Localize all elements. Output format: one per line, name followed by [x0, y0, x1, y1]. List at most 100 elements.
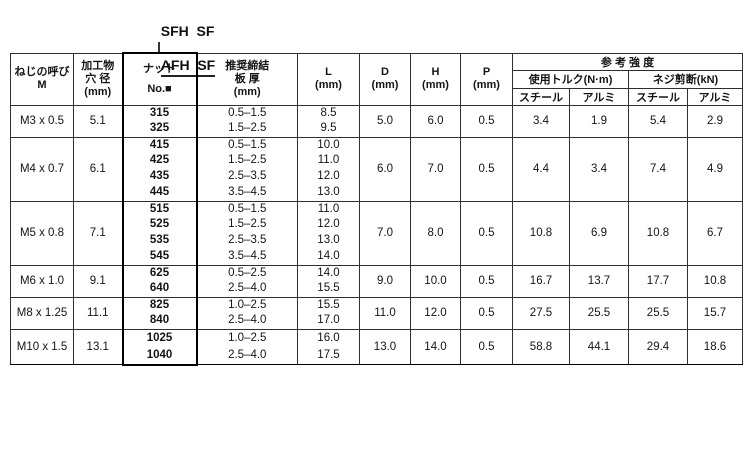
p-cell: 0.5	[460, 200, 513, 266]
hole-diameter-cell: 9.1	[73, 264, 123, 298]
plate-thickness-range: 1.0–2.5	[228, 331, 267, 344]
col-header-torque-steel: スチール	[512, 87, 570, 106]
nut-no: 825	[149, 298, 170, 311]
col-header-thread: ねじの呼び M	[10, 52, 74, 106]
table-row-m5: M5 x 0.8 7.1 515 525 535 545 0.5–1.5 1.5…	[10, 200, 743, 266]
plate-thickness-range: 2.5–3.5	[228, 234, 267, 246]
col-header-H-line2: (mm)	[422, 79, 449, 91]
length-cell: 15.5 17.0	[297, 296, 360, 330]
plate-thickness-range: 1.5–2.5	[228, 122, 267, 134]
plate-thickness-range: 2.5–4.0	[228, 282, 267, 294]
length-cell: 10.0 11.0 12.0 13.0	[297, 136, 360, 202]
col-header-H: H (mm)	[410, 52, 461, 106]
col-header-hole-line2: 穴 径	[85, 72, 111, 85]
shear-aluminum-cell: 18.6	[687, 328, 743, 365]
col-header-L-line2: (mm)	[315, 79, 342, 91]
nut-no: 1025	[146, 331, 173, 344]
height-cell: 14.0	[410, 328, 461, 365]
leader-line	[158, 42, 160, 53]
nut-no-cell: 625 640	[121, 264, 198, 298]
table-row-m4: M4 x 0.7 6.1 415 425 435 445 0.5–1.5 1.5…	[10, 136, 743, 202]
thread-size-cell: M6 x 1.0	[10, 264, 74, 298]
spec-table-wrap: ねじの呼び M 加工物 穴 径 (mm) ナット No.■ 推奨締結 板 厚 (…	[10, 52, 743, 366]
hole-diameter-cell: 5.1	[73, 104, 123, 138]
col-header-nut-no: ナット No.■	[121, 52, 198, 106]
thread-size-cell: M10 x 1.5	[10, 328, 74, 365]
shear-aluminum-cell: 4.9	[687, 136, 743, 202]
col-header-working-torque: 使用トルク(N·m)	[512, 69, 629, 89]
col-header-P: P (mm)	[460, 52, 513, 106]
length-value: 10.0	[317, 138, 340, 151]
col-header-plate-thickness: 推奨締結 板 厚 (mm)	[196, 52, 298, 106]
nut-no: 535	[149, 234, 170, 246]
shear-steel-cell: 25.5	[628, 296, 688, 330]
nut-no: 325	[149, 122, 170, 134]
length-value: 14.0	[317, 266, 340, 279]
plate-thickness-range: 3.5–4.5	[228, 249, 267, 262]
length-value: 11.0	[317, 202, 340, 215]
height-cell: 7.0	[410, 136, 461, 202]
length-value: 15.5	[317, 298, 340, 311]
table-row-m6: M6 x 1.0 9.1 625 640 0.5–2.5 2.5–4.0 14.…	[10, 264, 743, 298]
length-value: 17.5	[317, 348, 340, 361]
nut-no: 425	[149, 154, 170, 167]
series-label-line1: SFH SF	[160, 23, 215, 39]
col-header-nut-line1: ナット	[143, 62, 176, 75]
col-header-torque-aluminum: アルミ	[569, 87, 629, 106]
length-value: 9.5	[320, 122, 337, 134]
length-value: 16.0	[317, 331, 340, 344]
hole-diameter-cell: 11.1	[73, 296, 123, 330]
torque-aluminum-cell: 13.7	[569, 264, 629, 298]
length-value: 13.0	[317, 234, 340, 246]
torque-steel-cell: 27.5	[512, 296, 570, 330]
shear-steel-cell: 29.4	[628, 328, 688, 365]
nut-no-cell: 515 525 535 545	[121, 200, 198, 266]
col-header-P-line2: (mm)	[473, 79, 500, 91]
length-cell: 11.0 12.0 13.0 14.0	[297, 200, 360, 266]
torque-aluminum-cell: 44.1	[569, 328, 629, 365]
nut-no: 525	[149, 218, 170, 231]
plate-thickness-range: 0.5–1.5	[228, 138, 267, 151]
table-row-m10: M10 x 1.5 13.1 1025 1040 1.0–2.5 2.5–4.0…	[10, 328, 743, 366]
height-cell: 12.0	[410, 296, 461, 330]
col-header-H-line1: H	[431, 66, 440, 78]
diameter-cell: 9.0	[359, 264, 411, 298]
plate-thickness-cell: 0.5–1.5 1.5–2.5 2.5–3.5 3.5–4.5	[196, 136, 298, 202]
length-value: 8.5	[320, 106, 337, 119]
col-header-nut-line2: No.■	[147, 82, 172, 95]
col-header-thickness-line2: 板 厚	[234, 72, 260, 85]
plate-thickness-cell: 1.0–2.5 2.5–4.0	[196, 296, 298, 330]
torque-steel-cell: 16.7	[512, 264, 570, 298]
shear-steel-cell: 7.4	[628, 136, 688, 202]
nut-no: 1040	[146, 348, 173, 361]
torque-steel-cell: 58.8	[512, 328, 570, 365]
nut-no: 415	[149, 138, 170, 151]
nut-no: 515	[149, 202, 170, 215]
nut-no-cell: 315 325	[121, 104, 198, 138]
plate-thickness-range: 1.5–2.5	[228, 154, 267, 167]
col-header-hole-line1: 加工物	[81, 59, 115, 72]
shear-aluminum-cell: 2.9	[687, 104, 743, 138]
plate-thickness-range: 3.5–4.5	[228, 185, 267, 198]
height-cell: 10.0	[410, 264, 461, 298]
torque-aluminum-cell: 25.5	[569, 296, 629, 330]
torque-aluminum-cell: 3.4	[569, 136, 629, 202]
length-value: 11.0	[317, 154, 340, 167]
hole-diameter-cell: 6.1	[73, 136, 123, 202]
plate-thickness-cell: 1.0–2.5 2.5–4.0	[196, 328, 298, 365]
nut-no: 545	[149, 249, 170, 262]
diameter-cell: 6.0	[359, 136, 411, 202]
table-row-m3: M3 x 0.5 5.1 315 325 0.5–1.5 1.5–2.5 8.5…	[10, 104, 743, 138]
p-cell: 0.5	[460, 264, 513, 298]
shear-aluminum-cell: 6.7	[687, 200, 743, 266]
nut-no: 445	[149, 185, 170, 198]
hole-diameter-cell: 7.1	[73, 200, 123, 266]
length-value: 13.0	[317, 185, 340, 198]
length-value: 12.0	[317, 170, 340, 182]
nut-no-cell: 1025 1040	[121, 328, 198, 366]
torque-steel-cell: 3.4	[512, 104, 570, 138]
thread-size-cell: M4 x 0.7	[10, 136, 74, 202]
p-cell: 0.5	[460, 328, 513, 365]
col-header-L-line1: L	[325, 66, 332, 78]
length-cell: 16.0 17.5	[297, 328, 360, 365]
